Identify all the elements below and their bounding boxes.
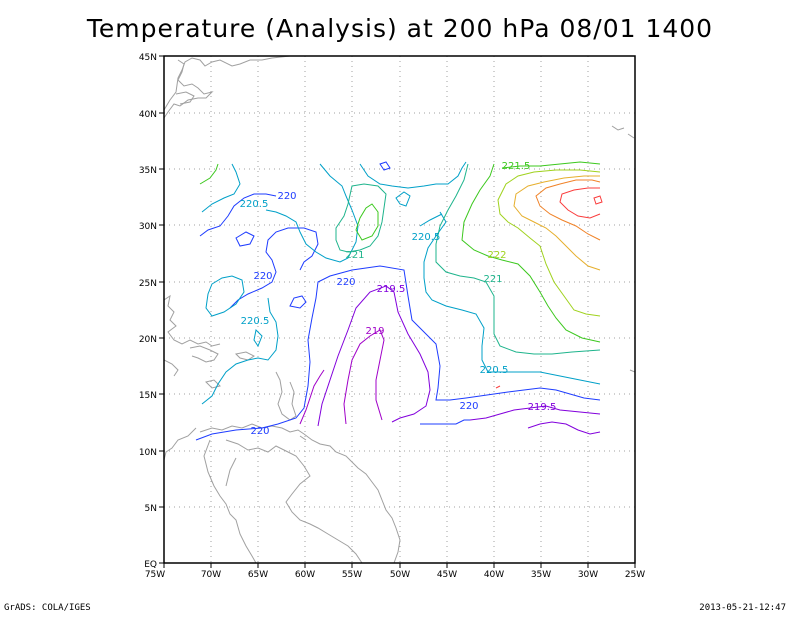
contour-label: 220 [459, 401, 478, 412]
y-tick-label: 15N [139, 391, 157, 401]
coastlines [164, 56, 635, 563]
footer-timestamp: 2013-05-21-12:47 [699, 603, 786, 613]
contour-label: 219 [365, 326, 384, 337]
x-tick-label: 45W [437, 570, 457, 580]
x-tick-label: 30W [578, 570, 598, 580]
contour-label: 220.5 [412, 232, 441, 243]
x-axis-labels: 75W 70W 65W 60W 55W 50W 45W 40W 35W 30W … [145, 570, 645, 580]
y-axis-labels: EQ 5N 10N 15N 20N 25N 30N 35N 40N 45N [139, 53, 157, 570]
map-title: Temperature (Analysis) at 200 hPa 08/01 … [86, 14, 714, 43]
contour-label: 220.5 [480, 365, 509, 376]
x-tick-label: 60W [295, 570, 315, 580]
contour-label: 219.5 [528, 402, 557, 413]
contour-label: 219.5 [377, 284, 406, 295]
y-tick-label: 40N [139, 110, 157, 120]
x-tick-label: 40W [484, 570, 504, 580]
contour-label: 220.5 [240, 199, 269, 210]
contour-label: 220 [253, 271, 272, 282]
contour-label: 221.5 [502, 161, 531, 172]
y-tick-label: 20N [139, 335, 157, 345]
x-tick-label: 65W [248, 570, 268, 580]
x-tick-label: 70W [201, 570, 221, 580]
grid-lines [164, 56, 635, 563]
x-tick-label: 25W [625, 570, 645, 580]
contour-label: 220 [250, 426, 269, 437]
y-tick-label: 30N [139, 222, 157, 232]
x-tick-label: 55W [342, 570, 362, 580]
axis-ticks [159, 55, 636, 568]
footer-credit: GrADS: COLA/IGES [4, 603, 91, 613]
contour-labels: 221.5 220.5 220 220.5 221 222 220 220 21… [240, 161, 557, 437]
y-tick-label: 5N [145, 504, 157, 514]
y-tick-label: 45N [139, 53, 157, 63]
contour-label: 220 [277, 191, 296, 202]
contour-label: 222 [487, 250, 506, 261]
y-tick-label: 25N [139, 279, 157, 289]
temperature-contours [195, 161, 603, 441]
x-tick-label: 50W [390, 570, 410, 580]
y-tick-label: 35N [139, 166, 157, 176]
contour-label: 221 [483, 274, 502, 285]
x-tick-label: 35W [531, 570, 551, 580]
contour-label: 221 [345, 250, 364, 261]
contour-label: 220.5 [241, 316, 270, 327]
x-tick-label: 75W [145, 570, 165, 580]
contour-label: 220 [336, 277, 355, 288]
y-tick-label: EQ [144, 560, 157, 570]
y-tick-label: 10N [139, 448, 157, 458]
